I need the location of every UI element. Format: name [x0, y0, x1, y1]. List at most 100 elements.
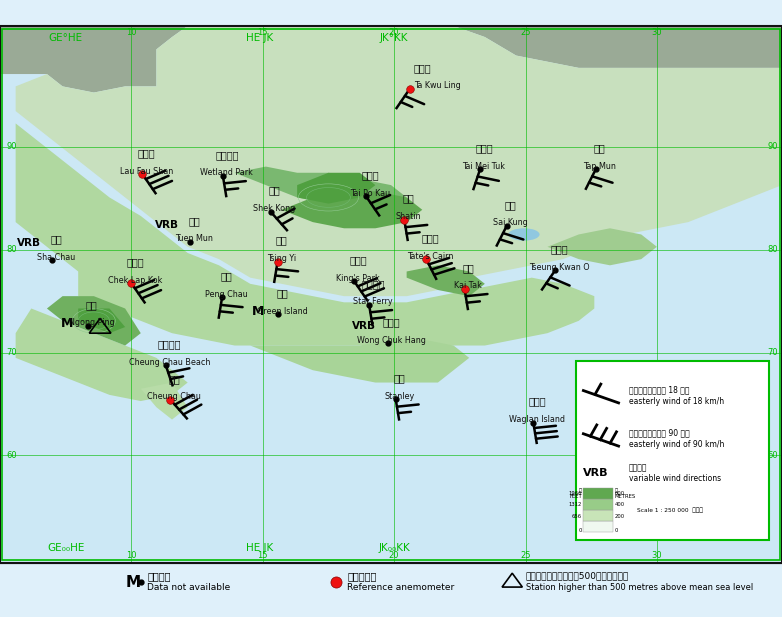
Text: 656: 656: [572, 514, 582, 519]
Polygon shape: [547, 228, 657, 265]
Text: 沙田: 沙田: [402, 194, 414, 204]
Text: VRB: VRB: [353, 321, 376, 331]
Text: Tate's Cairn: Tate's Cairn: [407, 252, 454, 261]
Text: 70: 70: [767, 349, 778, 357]
Bar: [0, 26, 782, 563]
Text: Waglan Island: Waglan Island: [509, 415, 565, 424]
Text: 流浮山: 流浮山: [138, 148, 155, 158]
Polygon shape: [78, 308, 125, 333]
Bar: [583, 510, 613, 521]
Text: VRB: VRB: [17, 238, 41, 248]
Text: Green Island: Green Island: [257, 307, 307, 316]
Text: 濕地公園: 濕地公園: [215, 150, 239, 160]
Text: 昂坪: 昂坪: [85, 300, 98, 310]
Text: 沙洲: 沙洲: [50, 234, 63, 244]
Text: 風向不定
variable wind directions: 風向不定 variable wind directions: [629, 463, 721, 483]
Text: 20: 20: [389, 551, 400, 560]
Text: 15: 15: [257, 551, 268, 560]
Text: 大美督: 大美督: [475, 143, 493, 153]
Text: 坪洲: 坪洲: [220, 271, 232, 281]
Text: Wong Chuk Hang: Wong Chuk Hang: [357, 336, 426, 345]
Text: 石崗: 石崗: [268, 186, 281, 196]
Text: VRB: VRB: [583, 468, 609, 478]
Text: Lau Fau Shan: Lau Fau Shan: [120, 167, 173, 176]
Text: 90: 90: [768, 143, 778, 151]
Polygon shape: [16, 308, 188, 401]
Text: Reference anemometer: Reference anemometer: [347, 583, 454, 592]
Text: Stanley: Stanley: [385, 392, 414, 401]
Text: 15: 15: [257, 28, 268, 36]
Text: King's Park: King's Park: [336, 274, 380, 283]
Text: HE JK: HE JK: [246, 33, 273, 43]
Text: 60: 60: [6, 451, 17, 460]
Text: 0: 0: [579, 528, 582, 533]
Text: Shek Kong: Shek Kong: [253, 204, 296, 213]
Text: Tseung Kwan O: Tseung Kwan O: [529, 263, 590, 272]
Text: M: M: [125, 575, 141, 590]
FancyBboxPatch shape: [576, 361, 769, 540]
Text: 天星碼頭: 天星碼頭: [361, 279, 385, 289]
Text: 10: 10: [126, 551, 137, 560]
Polygon shape: [16, 26, 782, 296]
Text: 長洲泳灘: 長洲泳灘: [158, 339, 181, 349]
Text: 1966: 1966: [569, 491, 582, 496]
Text: Tai Mei Tuk: Tai Mei Tuk: [463, 162, 505, 171]
Text: 30: 30: [651, 551, 662, 560]
Text: Sai Kung: Sai Kung: [493, 218, 528, 228]
Text: JK₀₀KK: JK₀₀KK: [378, 543, 410, 553]
Text: 尺
FEET: 尺 FEET: [569, 488, 582, 499]
Text: 啟德: 啟德: [462, 263, 475, 273]
Text: 80: 80: [767, 246, 778, 254]
Polygon shape: [235, 167, 407, 210]
Text: 京士柏: 京士柏: [350, 255, 367, 265]
Text: 東風，風速每小時 18 公里
easterly wind of 18 km/h: 東風，風速每小時 18 公里 easterly wind of 18 km/h: [629, 386, 724, 405]
Text: Cheung Chau: Cheung Chau: [148, 392, 201, 402]
Text: Data not available: Data not available: [147, 583, 230, 592]
Bar: [583, 499, 613, 510]
Text: 大老山: 大老山: [421, 233, 439, 243]
Text: Peng Chau: Peng Chau: [205, 290, 247, 299]
Text: 青洲: 青洲: [276, 288, 289, 298]
Text: M: M: [252, 305, 264, 318]
Text: VRB: VRB: [155, 220, 178, 230]
Bar: [2, 29, 780, 560]
Text: 塔門: 塔門: [594, 143, 606, 153]
Bar: [0, 26, 782, 563]
Text: 東風，風速每小時 90 公里
easterly wind of 90 km/h: 東風，風速每小時 90 公里 easterly wind of 90 km/h: [629, 429, 724, 449]
Polygon shape: [141, 383, 188, 420]
Text: Scale 1 : 250 000  比例尺: Scale 1 : 250 000 比例尺: [637, 507, 702, 513]
Text: 400: 400: [615, 502, 625, 507]
Text: 600: 600: [615, 491, 625, 496]
Text: Tap Mun: Tap Mun: [583, 162, 616, 171]
Polygon shape: [407, 265, 485, 296]
Text: M: M: [61, 317, 74, 330]
Text: 0: 0: [615, 528, 618, 533]
Text: 30: 30: [651, 28, 662, 36]
Text: 90: 90: [6, 143, 16, 151]
Text: Star Ferry: Star Ferry: [353, 297, 393, 307]
Text: 該站位於離平均海平面500米以上的地方: 該站位於離平均海平面500米以上的地方: [526, 572, 629, 581]
Text: Tsing Yi: Tsing Yi: [267, 254, 296, 263]
Text: JK°KK: JK°KK: [380, 33, 408, 43]
Text: Kai Tak: Kai Tak: [454, 281, 482, 291]
Text: Ngong Ping: Ngong Ping: [69, 318, 114, 328]
Text: HE JK: HE JK: [246, 543, 273, 553]
Text: Tuen Mun: Tuen Mun: [175, 234, 213, 244]
Text: 1312: 1312: [569, 502, 582, 507]
Text: Cheung Chau Beach: Cheung Chau Beach: [129, 358, 210, 367]
Text: 青衣: 青衣: [275, 236, 288, 246]
Text: Station higher than 500 metres above mean sea level: Station higher than 500 metres above mea…: [526, 583, 753, 592]
Text: 70: 70: [6, 349, 17, 357]
Text: 10: 10: [126, 28, 137, 36]
Text: 西貢: 西貢: [504, 200, 517, 210]
Text: 沒有資料: 沒有資料: [147, 571, 170, 581]
Text: 打鼓嶺: 打鼓嶺: [414, 63, 432, 73]
Polygon shape: [0, 0, 188, 93]
Text: 赤柱: 赤柱: [393, 373, 406, 383]
Text: 長洲: 長洲: [168, 374, 181, 384]
Text: 黃竹坑: 黃竹坑: [383, 317, 400, 327]
Text: 25: 25: [520, 28, 531, 36]
Text: 20: 20: [389, 28, 400, 36]
Text: Wetland Park: Wetland Park: [200, 168, 253, 178]
Bar: [583, 521, 613, 532]
